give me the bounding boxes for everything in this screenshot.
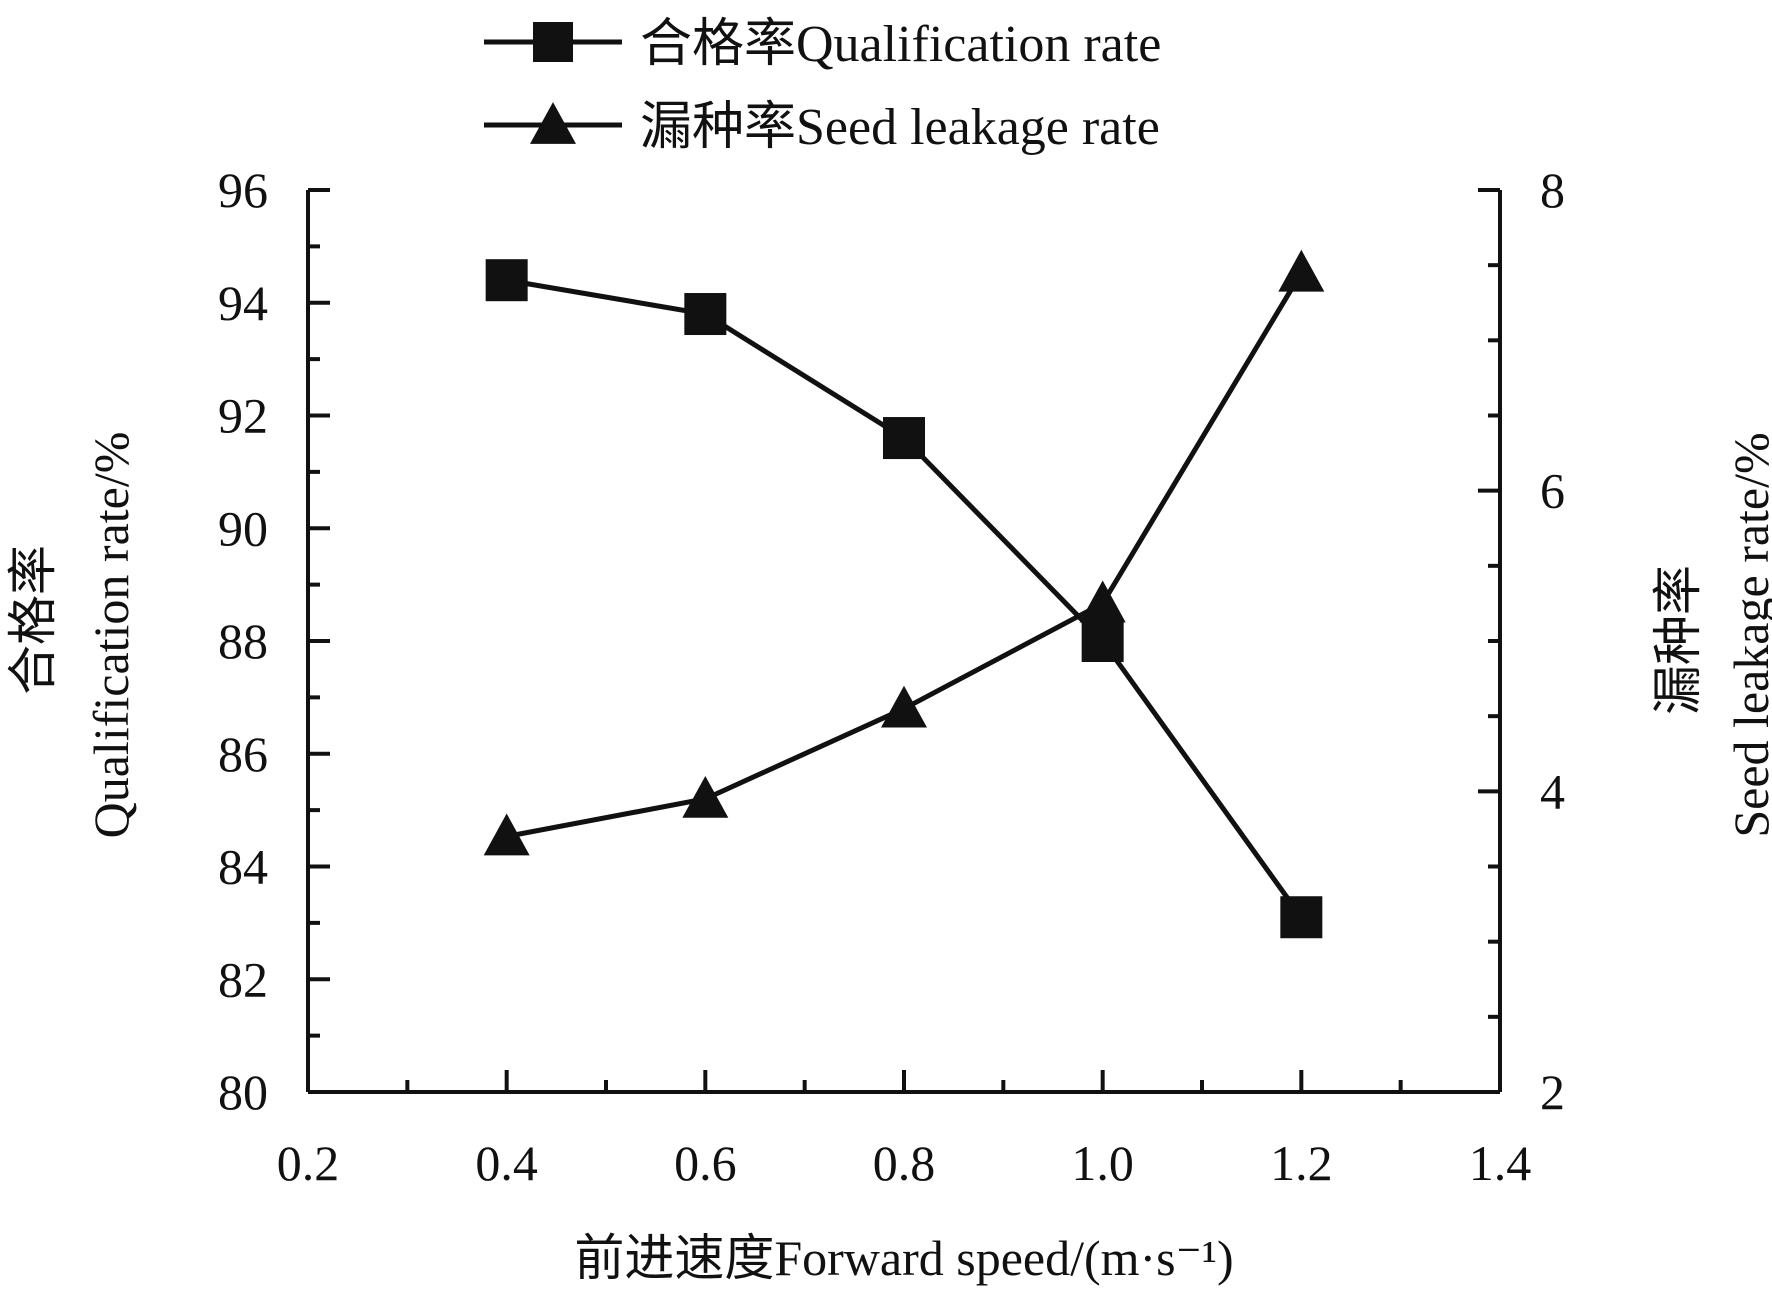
legend: 合格率Qualification rate 漏种率Seed leakage rat… [484,16,1161,156]
x-axis-title: 前进速度Forward speed/(m·s⁻¹) [574,1230,1233,1286]
y-right-tick-label: 6 [1540,463,1565,519]
y-left-tick-label: 80 [218,1064,268,1120]
y-left-tick-label: 90 [218,500,268,556]
y-right-tick-label: 2 [1540,1064,1565,1120]
qualification-point [684,293,727,336]
y-left-title-cn: 合格率 [5,545,61,695]
x-tick-label: 1.2 [1270,1135,1333,1191]
qualification-point [485,259,528,302]
legend-label-qualification: 合格率Qualification rate [640,16,1161,73]
legend-marker-leakage [530,102,576,144]
series-group [483,249,1325,939]
legend-label-leakage: 漏种率Seed leakage rate [640,99,1160,156]
y-right-title-cn: 漏种率 [1650,565,1706,715]
x-tick-label: 1.0 [1071,1135,1134,1191]
leakage-point [483,813,530,856]
y-right-tick-label: 4 [1540,763,1565,819]
qualification-point [883,417,925,460]
y-right-title-en: Seed leakage rate/% [1723,432,1772,837]
x-tick-label: 1.4 [1469,1135,1532,1191]
y-left-tick-label: 94 [218,275,268,331]
y-left-tick-label: 86 [218,726,268,782]
leakage-point [1278,249,1325,292]
leakage-point [682,775,729,818]
x-tick-label: 0.4 [475,1135,538,1191]
qualification-point [1280,896,1323,939]
leakage-point [881,685,927,728]
y-right-tick-label: 8 [1540,162,1565,218]
qualification-line [506,277,1304,919]
axes: 0.2 0.4 0.6 0.8 1.0 1.2 1.48082848688909294962… [5,162,1772,1286]
y-left-tick-label: 82 [218,951,268,1007]
legend-marker-qualification [533,22,573,62]
qualification-point [1081,620,1124,662]
y-left-title-en: Qualification rate/% [83,432,139,839]
y-left-tick-label: 96 [218,162,268,218]
y-left-tick-label: 84 [218,839,268,895]
x-tick-label: 0.8 [873,1135,936,1191]
y-left-tick-label: 92 [218,388,268,444]
leakage-point [1079,580,1126,623]
x-tick-label: 0.2 [277,1135,340,1191]
y-left-tick-label: 88 [218,613,268,669]
x-tick-label: 0.6 [674,1135,737,1191]
